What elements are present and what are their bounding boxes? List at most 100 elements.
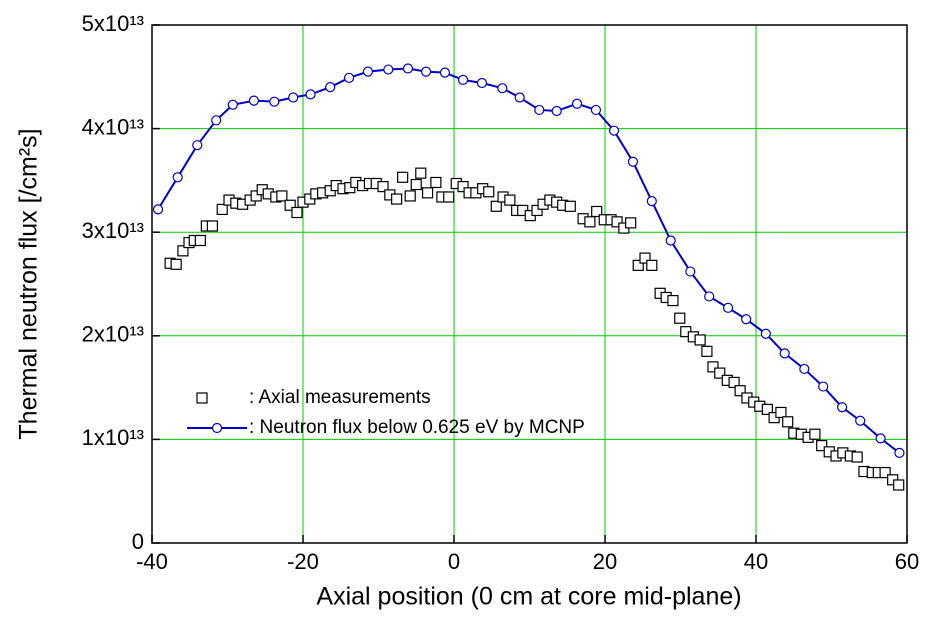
circle-marker [627,156,639,167]
square-marker [216,203,228,216]
circle-marker [836,402,848,413]
square-marker [632,259,644,271]
circle-marker [608,125,620,136]
square-marker [564,200,576,212]
square-marker [879,466,891,479]
square-marker [707,361,719,373]
circle-marker [305,89,316,100]
x-tick-label: 0 [448,549,460,574]
x-tick-label: 20 [593,549,617,574]
circle-marker [779,348,790,359]
square-marker [775,406,787,419]
square-marker [250,190,262,202]
square-marker [457,181,469,193]
circle-marker [685,266,696,277]
circle-marker [818,381,829,392]
square-marker [674,312,686,324]
square-marker [504,194,516,206]
legend-marker [211,422,223,434]
circle-marker [722,302,734,313]
circle-marker [760,328,771,339]
y-axis-label: Thermal neutron flux [/cm²s] [15,128,43,439]
circle-marker [551,105,562,117]
circle-marker [646,196,657,207]
circle-marker [476,77,488,89]
circle-marker [457,74,469,86]
legend-label: : Neutron flux below 0.625 eV by MCNP [249,417,585,438]
square-marker [591,205,603,218]
circle-marker [590,104,602,116]
circle-marker [269,96,280,107]
circle-marker [325,82,336,93]
circle-marker [534,104,545,116]
square-marker [170,258,182,270]
square-marker [177,245,189,257]
circle-marker [211,115,222,126]
square-marker [611,216,623,228]
square-marker [410,178,422,191]
legend-label: : Axial measurements [249,387,431,408]
square-marker [284,199,296,211]
circle-marker [343,72,355,83]
square-marker [851,451,863,463]
square-marker [701,345,713,357]
circle-marker [439,67,451,78]
circle-marker [402,63,414,74]
square-marker [667,294,679,307]
circle-marker [227,99,238,110]
square-marker [531,204,543,217]
square-marker [430,176,442,189]
x-tick-label: -20 [287,549,319,574]
circle-marker [704,291,715,302]
x-tick-label: -40 [136,549,168,574]
y-tick-label: 2x10¹³ [82,322,144,347]
circle-marker [799,363,810,375]
square-marker [391,193,403,205]
y-tick-label: 4x10¹³ [82,114,144,139]
circle-marker [383,64,394,75]
y-tick-label: 0 [132,529,144,554]
square-marker [782,416,794,428]
square-marker [734,385,746,397]
square-marker [194,234,206,247]
square-marker [816,440,828,452]
square-marker [728,376,740,389]
x-tick-label: 60 [895,549,919,574]
square-marker [893,479,905,491]
x-axis-label: Axial position (0 cm at core mid-plane) [316,583,741,611]
square-marker [694,334,706,346]
square-marker [421,187,434,199]
square-marker [809,428,821,440]
circle-marker [152,204,164,215]
circle-marker [288,92,299,103]
square-marker [291,206,303,219]
circle-marker [248,95,260,106]
square-marker [761,403,773,415]
square-marker [206,220,218,232]
circle-marker [172,172,183,183]
series-line [157,67,901,454]
square-marker [646,259,658,271]
circle-marker [665,235,676,246]
legend-item: : Neutron flux below 0.625 eV by MCNP [187,417,585,438]
y-tick-label: 5x10¹³ [82,11,144,36]
legend-marker [196,392,208,404]
square-marker [625,217,637,229]
circle-marker [894,447,905,458]
square-marker [714,367,726,379]
square-marker [584,216,596,228]
y-tick-label: 1x10¹³ [82,425,144,450]
square-marker [404,190,416,202]
y-tick-label: 3x10¹³ [82,218,144,243]
square-marker [483,186,495,198]
circle-marker [855,415,866,426]
circle-marker [420,66,432,77]
circle-marker [497,83,508,94]
circle-marker [571,98,583,109]
circle-marker [741,314,752,325]
plot-frame [151,24,908,544]
square-marker [377,181,389,193]
legend-item: : Axial measurements [196,387,431,408]
